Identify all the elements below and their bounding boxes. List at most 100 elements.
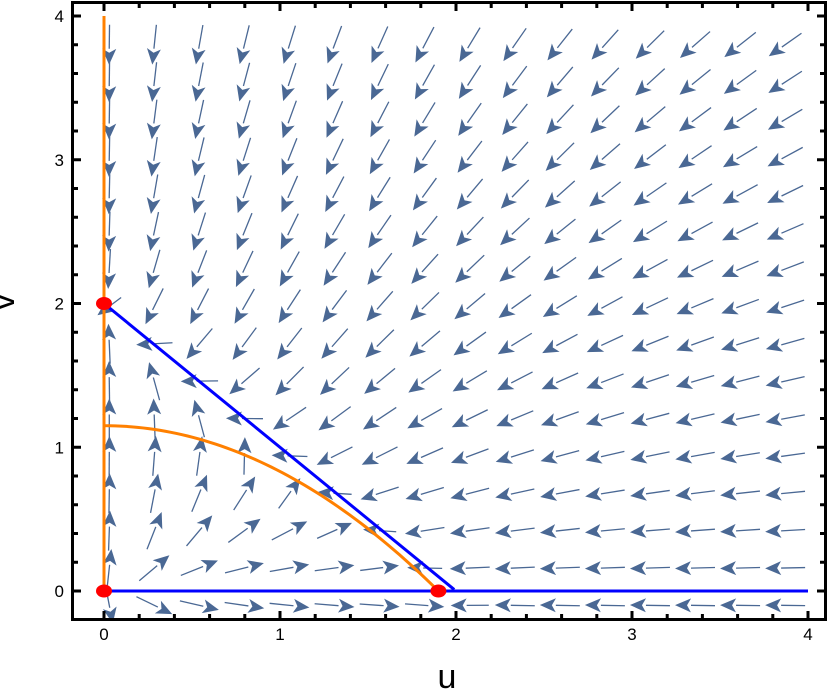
vector-arrow xyxy=(586,334,624,353)
vector-arrow xyxy=(406,447,444,464)
vector-arrow xyxy=(236,137,252,176)
vector-arrow xyxy=(404,524,445,539)
vector-arrow xyxy=(458,65,482,99)
vector-arrow xyxy=(500,217,530,246)
vector-arrow xyxy=(768,32,802,57)
vector-arrow xyxy=(676,259,714,278)
vector-arrow xyxy=(102,248,117,289)
vector-arrow xyxy=(269,560,310,575)
vector-arrow xyxy=(360,486,399,502)
vector-arrow xyxy=(586,373,624,390)
vector-arrow xyxy=(765,412,805,427)
vector-arrow xyxy=(237,437,252,475)
vector-arrow xyxy=(186,328,213,359)
vector-arrow xyxy=(325,138,344,175)
vector-arrow xyxy=(450,487,490,502)
vector-arrow xyxy=(501,141,529,172)
vector-arrow xyxy=(324,214,346,249)
vector-arrow xyxy=(281,138,298,176)
vector-arrow xyxy=(138,555,170,582)
u-nullcline-curve xyxy=(103,424,440,593)
vector-arrow xyxy=(720,412,760,427)
vector-arrow xyxy=(275,366,305,396)
vector-arrow xyxy=(325,176,345,212)
vector-arrow xyxy=(722,222,759,241)
vector-arrows xyxy=(97,24,806,619)
vector-arrow xyxy=(675,523,716,538)
vector-arrow xyxy=(497,371,533,391)
vector-arrow xyxy=(314,560,355,575)
vector-arrow xyxy=(585,449,625,464)
vector-arrow xyxy=(629,561,670,576)
vector-arrow xyxy=(765,561,806,576)
vector-arrow xyxy=(631,297,669,315)
vector-arrow xyxy=(102,24,117,65)
vector-arrow xyxy=(494,524,535,539)
vector-arrow xyxy=(499,255,531,282)
vector-arrow xyxy=(102,361,117,402)
vector-arrow xyxy=(146,362,161,401)
equilibrium-point xyxy=(430,584,447,598)
vector-arrow xyxy=(191,250,208,288)
vector-arrow xyxy=(407,408,443,429)
vector-arrow xyxy=(366,290,394,322)
vector-arrow xyxy=(326,100,344,138)
vector-arrow xyxy=(450,448,489,464)
vector-arrow xyxy=(544,218,576,245)
vector-arrow xyxy=(146,24,161,65)
vector-arrow xyxy=(632,258,668,279)
vector-arrow xyxy=(630,486,670,501)
vector-arrow xyxy=(102,435,117,476)
vector-arrow xyxy=(191,24,206,65)
vector-arrow xyxy=(630,523,670,538)
vector-arrow xyxy=(585,486,625,501)
vector-arrow xyxy=(412,215,438,248)
vector-arrow xyxy=(546,104,574,135)
vector-arrow xyxy=(634,144,667,170)
vector-arrow xyxy=(146,136,161,177)
vector-arrow xyxy=(281,100,297,139)
vector-arrow xyxy=(371,26,389,64)
vector-arrow xyxy=(590,67,620,97)
vector-arrow xyxy=(408,369,442,393)
vector-arrow xyxy=(319,366,350,395)
vector-arrow xyxy=(191,137,206,177)
vector-arrow xyxy=(456,178,484,210)
vector-arrow xyxy=(765,523,806,538)
vector-arrow xyxy=(458,102,482,136)
y-tick-label: 1 xyxy=(55,438,64,457)
vector-arrow xyxy=(411,253,439,284)
vector-arrow xyxy=(678,107,712,132)
vector-arrow xyxy=(326,25,343,64)
vector-arrow xyxy=(765,598,806,613)
vector-arrow xyxy=(102,99,117,140)
vector-arrow xyxy=(190,288,210,325)
vector-arrow xyxy=(584,561,625,576)
vector-arrow xyxy=(413,139,437,174)
v-nullcline-line xyxy=(103,302,456,591)
vector-arrow xyxy=(102,211,117,252)
vector-arrow xyxy=(360,560,400,575)
vector-arrow xyxy=(766,299,805,315)
vector-arrow xyxy=(180,560,218,577)
axis-ticks xyxy=(73,3,825,619)
vector-arrow xyxy=(271,521,308,541)
vector-arrow xyxy=(146,512,163,550)
equilibrium-point xyxy=(96,584,112,598)
tick-labels: 0 1 2 3 4 0 1 2 3 4 xyxy=(55,7,813,644)
vector-arrow xyxy=(584,598,625,613)
vector-arrow xyxy=(500,179,530,209)
vector-arrow xyxy=(147,435,162,476)
vector-arrow xyxy=(720,598,761,613)
vector-arrow xyxy=(410,291,440,321)
vector-arrow xyxy=(723,69,757,94)
vector-arrow xyxy=(318,406,352,431)
vector-arrow xyxy=(414,64,436,100)
x-tick-label: 1 xyxy=(275,625,284,644)
y-tick-label: 4 xyxy=(55,7,64,26)
vector-arrow xyxy=(540,411,579,427)
vector-arrow xyxy=(766,223,804,240)
vector-arrow xyxy=(450,598,489,613)
vector-arrow xyxy=(412,177,437,211)
